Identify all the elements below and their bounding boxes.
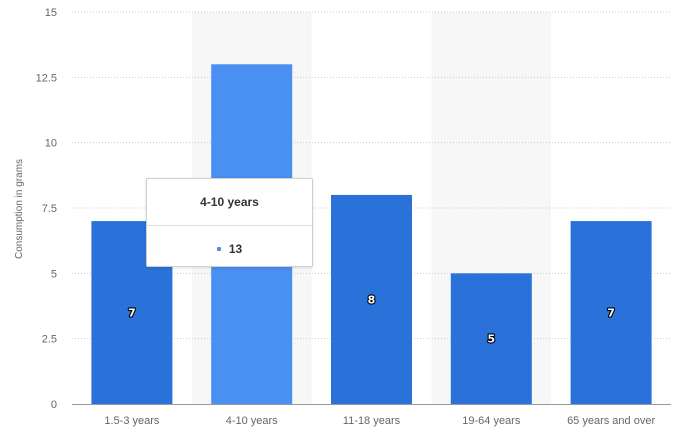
x-tick-label: 11-18 years [343,415,401,427]
tooltip-value-row: 13 [147,242,312,256]
y-axis-ticks: 0 2.5 5 7.5 10 12.5 15 [36,7,57,411]
y-tick-label: 2.5 [42,334,57,346]
tooltip-title: 4-10 years [200,195,259,209]
y-tick-label: 15 [45,7,57,19]
tooltip: 4-10 years 13 [146,178,313,267]
data-label: 7 [607,307,615,320]
tooltip-value: 13 [228,242,243,256]
data-labels: 7 8 5 7 [127,292,616,346]
x-axis-ticks: 1.5-3 years 4-10 years 11-18 years 19-64 ye… [104,415,655,427]
x-tick-label: 65 years and over [567,415,655,427]
x-tick-label: 19-64 years [462,415,521,427]
y-tick-label: 7.5 [42,203,57,215]
bar [570,221,652,404]
bar [331,194,412,404]
data-label: 8 [368,293,376,306]
data-label: 5 [487,333,495,346]
series-dot-icon [216,246,221,251]
bar [450,273,532,404]
y-tick-label: 10 [45,138,57,150]
tooltip-divider [147,225,312,226]
y-axis-title: Consumption in grams [14,159,25,259]
y-tick-label: 12.5 [36,72,57,84]
x-tick-label: 1.5-3 years [104,415,160,427]
y-tick-label: 0 [51,399,57,411]
data-label: 7 [128,307,136,320]
y-tick-label: 5 [51,268,57,280]
x-tick-label: 4-10 years [226,415,278,427]
